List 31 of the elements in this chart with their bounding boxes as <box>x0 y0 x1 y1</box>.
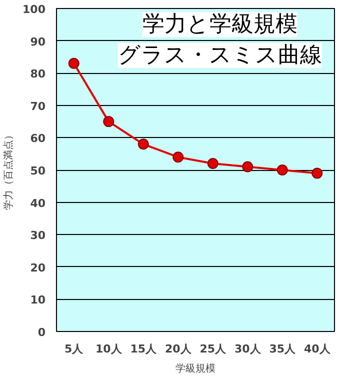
y-tick-label: 30 <box>30 229 46 242</box>
y-tick-label: 100 <box>22 3 46 16</box>
x-tick-label: 40人 <box>304 342 332 356</box>
x-tick-label: 20人 <box>164 342 192 356</box>
point <box>207 158 218 170</box>
point <box>242 161 254 172</box>
text: グラス・スミス曲線 <box>118 42 322 68</box>
x-tick-label: 35人 <box>269 342 297 356</box>
y-tick-label: 80 <box>30 68 46 81</box>
y-tick-label: 90 <box>30 35 46 48</box>
point <box>68 58 80 69</box>
y-tick-label: 60 <box>30 132 46 146</box>
x-tick-label: 5人 <box>64 342 84 356</box>
point <box>312 168 323 179</box>
x-tick-label: 15人 <box>130 342 158 356</box>
y-tick-label: 10 <box>30 294 46 307</box>
x-tick-label: 30人 <box>234 342 262 356</box>
x-tick-label: 10人 <box>95 342 123 356</box>
x-axis-title: 学級規模 <box>176 362 216 374</box>
y-axis-title: 学力（百点満点） <box>2 130 15 210</box>
y-tick-label: 70 <box>30 100 46 113</box>
y-tick-label: 0 <box>38 326 46 339</box>
y-tick-label: 40 <box>30 196 46 210</box>
chart-title: 学力と学級規模 <box>142 12 298 38</box>
point <box>138 138 149 150</box>
point <box>276 164 288 176</box>
y-tick-label: 20 <box>30 261 46 274</box>
x-tick-label: 25人 <box>200 342 228 356</box>
y-tick-label: 50 <box>30 164 46 178</box>
point <box>103 116 114 128</box>
point <box>172 152 184 163</box>
